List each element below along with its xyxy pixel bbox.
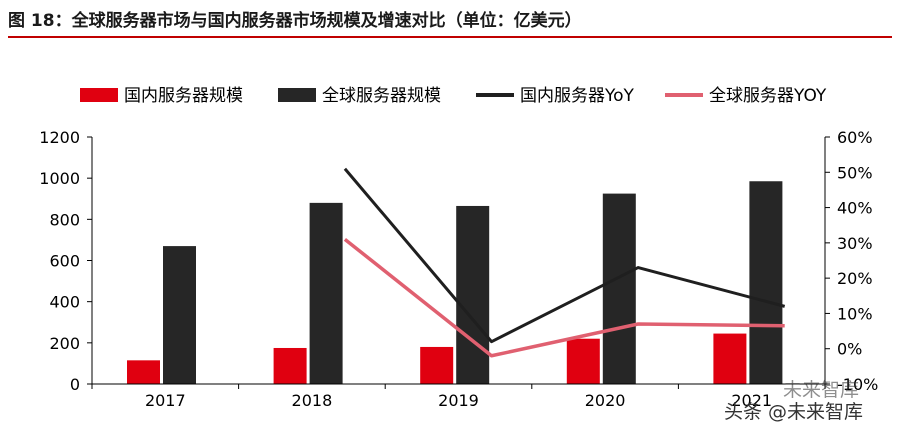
global-bar xyxy=(602,193,636,384)
x-tick-label: 2019 xyxy=(438,391,479,410)
y-right-tick-label: 20% xyxy=(837,269,873,288)
legend: 国内服务器规模 全球服务器规模 国内服务器YoY 全球服务器YOY xyxy=(80,86,827,106)
y-right-tick-label: 40% xyxy=(837,199,873,218)
axes: 0 200 400 600 800 1000 1200 -10% 0% 10% 20% 30% 40% 5… xyxy=(39,128,878,410)
global-bar xyxy=(163,246,196,384)
x-tick-label: 2020 xyxy=(585,391,626,410)
y-right-tick-label: 10% xyxy=(837,304,873,323)
domestic-bar xyxy=(127,360,160,384)
legend-label: 国内服务器YoY xyxy=(520,86,635,106)
x-tick-label: 2021 xyxy=(731,391,772,410)
y-left-tick-label: 1000 xyxy=(39,169,80,188)
y-left-tick-label: 0 xyxy=(70,375,80,394)
y-left-tick-label: 400 xyxy=(49,293,80,312)
legend-swatch xyxy=(80,88,118,102)
legend-label: 全球服务器规模 xyxy=(322,86,441,106)
watermark-text: 未来智库 xyxy=(783,379,859,401)
legend-swatch xyxy=(278,88,316,102)
y-right-tick-label: -10% xyxy=(837,375,878,394)
legend-label: 全球服务器YOY xyxy=(709,86,827,106)
global-yoy-line xyxy=(343,237,785,358)
domestic-bar xyxy=(713,333,747,384)
x-tick-label: 2017 xyxy=(145,391,186,410)
domestic-bar xyxy=(420,346,454,384)
figure-title: 图 18：全球服务器市场与国内服务器市场规模及增速对比（单位：亿美元） xyxy=(8,11,582,31)
y-right-tick-label: 0% xyxy=(837,340,862,359)
global-bar xyxy=(309,202,343,384)
y-left-tick-label: 600 xyxy=(49,252,80,271)
lines xyxy=(343,167,786,358)
y-left-tick-label: 800 xyxy=(49,210,80,229)
y-left-tick-label: 1200 xyxy=(39,128,80,147)
global-bar xyxy=(456,205,490,384)
domestic-bar xyxy=(566,338,600,384)
bars xyxy=(127,181,783,384)
watermark-text: 头条 @未来智库 xyxy=(724,401,863,423)
y-right-tick-label: 30% xyxy=(837,234,873,253)
y-right-tick-label: 50% xyxy=(837,163,873,182)
x-tick-label: 2018 xyxy=(292,391,333,410)
global-bar xyxy=(749,181,783,384)
legend-label: 国内服务器规模 xyxy=(124,86,243,106)
y-left-tick-label: 200 xyxy=(49,334,80,353)
y-right-tick-label: 60% xyxy=(837,128,873,147)
domestic-yoy-line xyxy=(343,167,786,344)
title-rule xyxy=(8,36,892,38)
domestic-bar xyxy=(273,347,307,384)
